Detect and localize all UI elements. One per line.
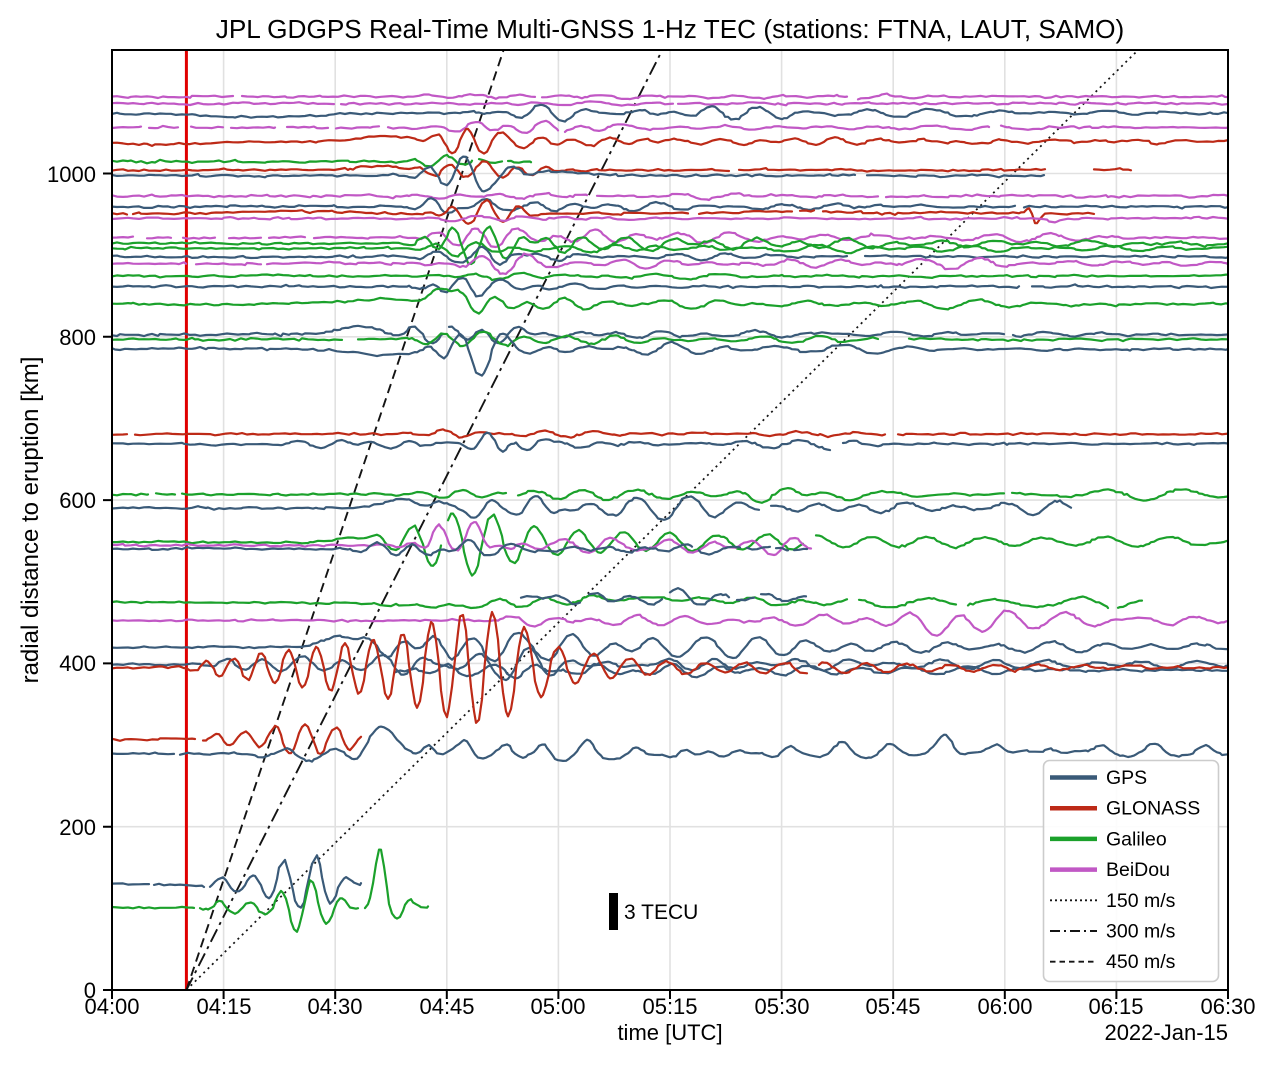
- svg-text:600: 600: [59, 488, 96, 513]
- svg-text:04:15: 04:15: [196, 994, 251, 1019]
- svg-text:200: 200: [59, 815, 96, 840]
- svg-text:400: 400: [59, 651, 96, 676]
- svg-text:1000: 1000: [47, 162, 96, 187]
- svg-text:JPL GDGPS Real-Time Multi-GNSS: JPL GDGPS Real-Time Multi-GNSS 1-Hz TEC …: [216, 14, 1124, 44]
- svg-text:300 m/s: 300 m/s: [1106, 921, 1176, 943]
- svg-text:05:45: 05:45: [865, 994, 920, 1019]
- svg-text:3 TECU: 3 TECU: [624, 901, 698, 924]
- svg-text:2022-Jan-15: 2022-Jan-15: [1104, 1020, 1228, 1045]
- svg-text:radial distance to eruption [k: radial distance to eruption [km]: [17, 357, 44, 684]
- svg-text:06:15: 06:15: [1088, 994, 1143, 1019]
- svg-text:04:45: 04:45: [419, 994, 474, 1019]
- svg-text:05:15: 05:15: [642, 994, 697, 1019]
- svg-text:04:00: 04:00: [84, 994, 139, 1019]
- svg-text:150 m/s: 150 m/s: [1106, 890, 1176, 912]
- svg-text:GPS: GPS: [1106, 767, 1147, 789]
- svg-text:GLONASS: GLONASS: [1106, 798, 1200, 820]
- svg-text:05:00: 05:00: [530, 994, 585, 1019]
- svg-text:Galileo: Galileo: [1106, 828, 1167, 850]
- svg-text:06:00: 06:00: [977, 994, 1032, 1019]
- svg-text:0: 0: [84, 978, 96, 1003]
- svg-text:450 m/s: 450 m/s: [1106, 951, 1176, 973]
- svg-text:05:30: 05:30: [754, 994, 809, 1019]
- svg-text:BeiDou: BeiDou: [1106, 859, 1170, 881]
- svg-text:time [UTC]: time [UTC]: [617, 1020, 722, 1045]
- svg-text:06:30: 06:30: [1200, 994, 1255, 1019]
- svg-text:04:30: 04:30: [307, 994, 362, 1019]
- svg-text:800: 800: [59, 325, 96, 350]
